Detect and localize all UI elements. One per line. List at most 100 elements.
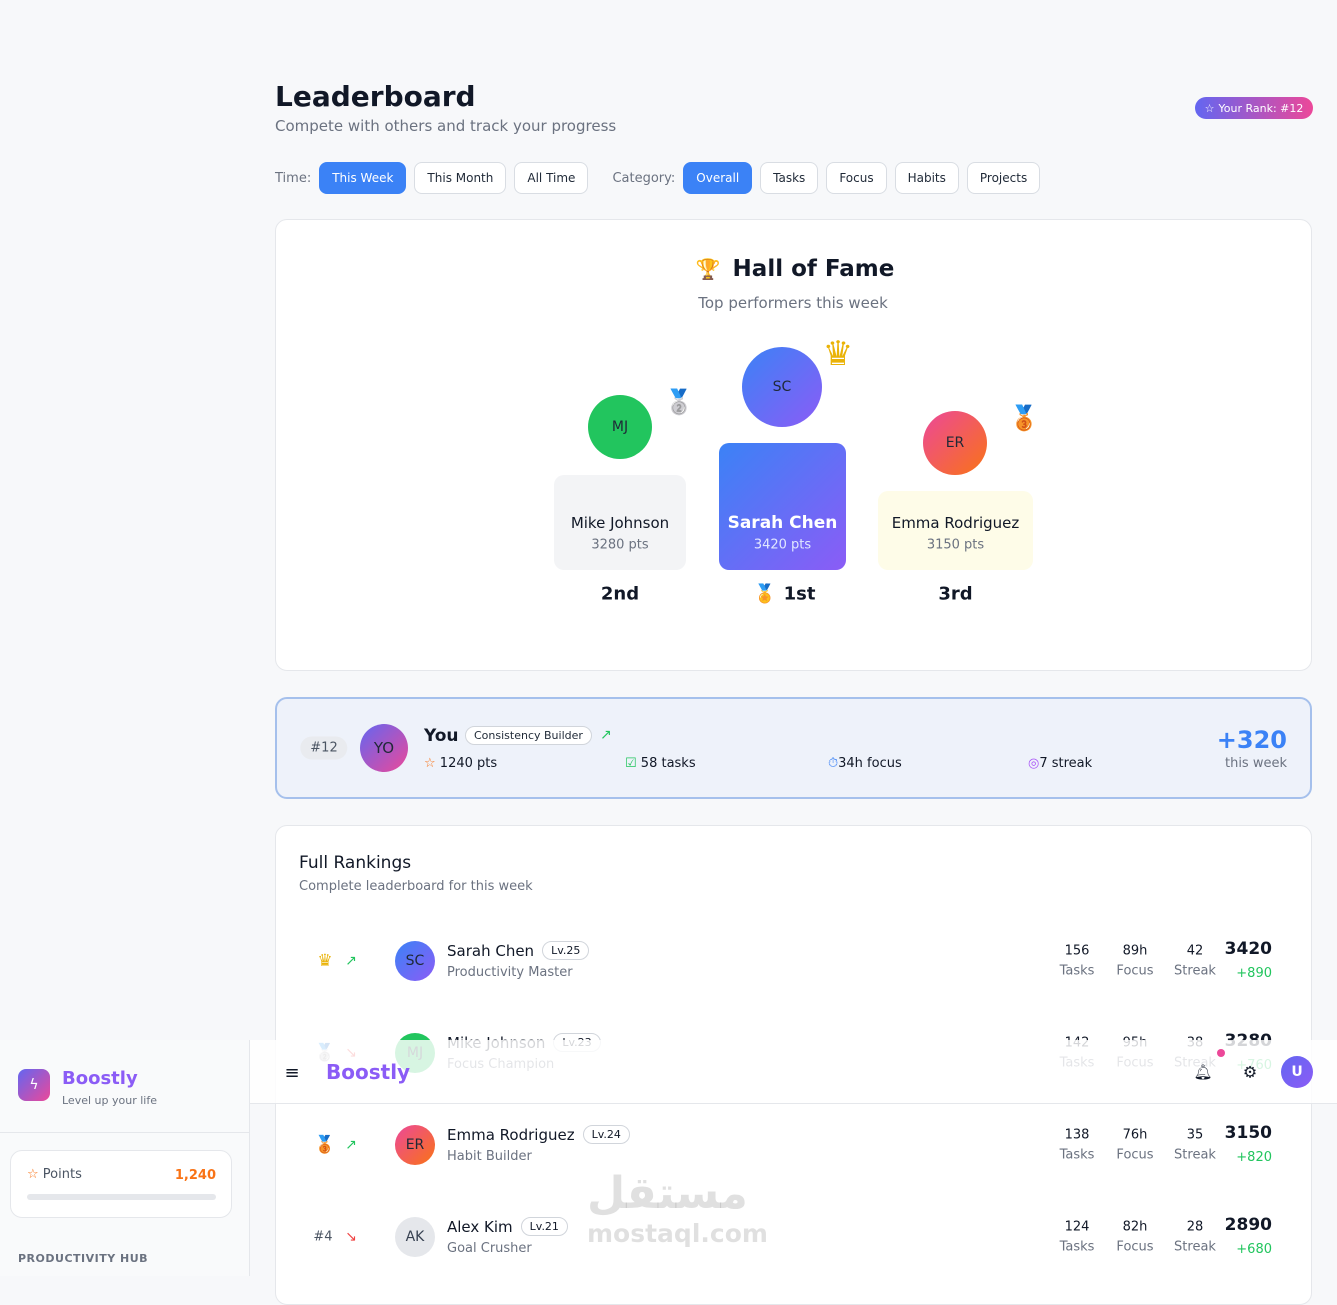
time-option[interactable]: This Week <box>319 162 407 194</box>
rankings-title: Full Rankings <box>299 853 412 873</box>
your-change-label: this week <box>1224 756 1287 771</box>
your-name: You <box>424 726 459 746</box>
points-card <box>10 1150 232 1218</box>
podium-block <box>554 475 686 570</box>
category-label: Category: <box>612 170 676 186</box>
stat-value: 124 <box>1064 1219 1090 1235</box>
stat-value: 138 <box>1064 1127 1090 1143</box>
sidebar-divider <box>0 1132 250 1133</box>
your-rank: #12 <box>300 736 348 760</box>
podium-place: 3rd <box>938 583 973 605</box>
sidebar-section: PRODUCTIVITY HUB <box>18 1252 149 1265</box>
row-change: +680 <box>1236 1242 1272 1257</box>
podium-icon: 🥉 <box>1009 404 1039 432</box>
your-avatar: YO <box>360 724 408 772</box>
time-option[interactable]: All Time <box>514 162 589 194</box>
points-label: ☆ Points <box>27 1167 82 1182</box>
trend: ↗ <box>345 953 357 969</box>
row-avatar: AK <box>395 1217 435 1257</box>
menu-button[interactable]: ≡ <box>284 1062 300 1084</box>
sidebar-brand: Boostly <box>62 1068 138 1089</box>
watermark-latin: mostaql.com <box>587 1219 768 1248</box>
row-role: Goal Crusher <box>447 1241 532 1256</box>
user-avatar[interactable]: U <box>1281 1056 1313 1088</box>
podium-avatar: SC <box>742 347 822 427</box>
podium-name: Emma Rodriguez <box>891 514 1020 532</box>
your-badge: Consistency Builder <box>465 726 592 745</box>
stat-label: Tasks <box>1059 1147 1095 1163</box>
row-name: Emma Rodriguez <box>447 1125 575 1144</box>
rankings-subtitle: Complete leaderboard for this week <box>299 879 533 894</box>
points-progress <box>27 1194 216 1200</box>
podium-icon: ♛ <box>822 334 854 374</box>
category-option[interactable]: Focus <box>826 162 887 194</box>
stat-value: 82h <box>1122 1219 1148 1235</box>
stat-value: 76h <box>1122 1127 1148 1143</box>
page: Leaderboard Compete with others and trac… <box>0 80 1337 1305</box>
podium-name: Sarah Chen <box>727 513 838 533</box>
podium-name: Mike Johnson <box>570 514 670 532</box>
watermark-arabic: مستقل <box>587 1168 748 1219</box>
row-change: +820 <box>1236 1150 1272 1165</box>
category-option[interactable]: Habits <box>894 162 959 194</box>
stat-value: 35 <box>1186 1127 1204 1143</box>
podium-points: 3150 pts <box>926 537 985 553</box>
podium-avatar: MJ <box>588 395 652 459</box>
podium-block <box>878 491 1033 570</box>
category-option[interactable]: Tasks <box>760 162 819 194</box>
row-points: 3150 <box>1224 1123 1272 1143</box>
page-title: Leaderboard <box>275 80 476 113</box>
stat-label: Streak <box>1174 1147 1216 1163</box>
filters: Time: This Week This Month All Time Category… <box>275 162 1041 194</box>
your-focus: ⏱34h focus <box>828 756 902 771</box>
page-subtitle: Compete with others and track your progr… <box>275 117 617 135</box>
row-level: Lv.24 <box>582 1125 630 1144</box>
row-avatar: ER <box>395 1125 435 1165</box>
row-name-line: Emma Rodriguez Lv.24 <box>447 1125 630 1144</box>
time-option[interactable]: This Month <box>414 162 507 194</box>
stat-label: Focus <box>1116 1239 1154 1255</box>
your-points: ☆ 1240 pts <box>424 756 498 771</box>
row-name: Alex Kim <box>447 1217 513 1236</box>
rank-icon: ♛ <box>317 951 333 971</box>
podium-points: 3420 pts <box>753 537 812 553</box>
row-role: Habit Builder <box>447 1149 532 1164</box>
first-medal: 🏅 <box>753 583 777 605</box>
row-avatar: SC <box>395 941 435 981</box>
your-focus-text: 34h focus <box>838 756 902 771</box>
your-streak: ◎7 streak <box>1028 756 1093 771</box>
stat-value: 28 <box>1186 1219 1204 1235</box>
podium-avatar: ER <box>923 411 987 475</box>
podium-icon: 🥈 <box>664 388 694 416</box>
row-role: Productivity Master <box>447 965 573 980</box>
star-icon: ☆ <box>1204 101 1215 115</box>
podium-points: 3280 pts <box>591 537 649 553</box>
row-name-line: Sarah Chen Lv.25 <box>447 941 590 960</box>
rank-badge[interactable]: ☆ Your Rank: #12 <box>1195 97 1313 119</box>
your-points-text: 1240 pts <box>439 756 498 771</box>
category-option[interactable]: Projects <box>966 162 1041 194</box>
your-rank-card <box>275 697 1312 799</box>
stat-value: 42 <box>1186 943 1204 959</box>
row-points: 2890 <box>1224 1215 1272 1235</box>
notification-dot <box>1217 1049 1225 1057</box>
topbar-brand[interactable]: Boostly <box>326 1060 411 1084</box>
row-level: Lv.21 <box>520 1217 568 1236</box>
row-points: 3420 <box>1224 939 1272 959</box>
logo-icon: ϟ <box>18 1069 50 1101</box>
bell-button[interactable]: 🔔︎ <box>1193 1063 1213 1081</box>
podium-place: 2nd <box>600 583 640 605</box>
hof-title-text: Hall of Fame <box>732 256 895 282</box>
rank-icon: 🥉 <box>314 1135 336 1155</box>
your-tasks-text: 58 tasks <box>640 756 696 771</box>
stat-value: 89h <box>1122 943 1148 959</box>
rank-number: #4 <box>313 1229 333 1245</box>
hof-subtitle: Top performers this week <box>698 294 888 312</box>
podium-block <box>719 443 846 570</box>
category-option[interactable]: Overall <box>683 162 753 194</box>
points-label-text: Points <box>42 1167 82 1182</box>
time-label: Time: <box>275 170 312 186</box>
settings-button[interactable]: ⚙ <box>1242 1062 1258 1082</box>
trend: ↗ <box>345 1137 357 1153</box>
stat-label: Focus <box>1116 963 1154 979</box>
